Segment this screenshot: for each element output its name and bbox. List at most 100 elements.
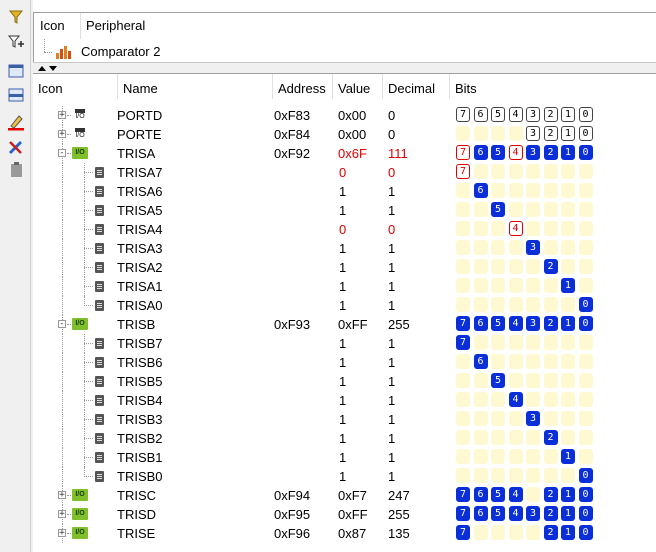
- bit-4-indicator[interactable]: [508, 259, 523, 274]
- bit-5-indicator[interactable]: 5: [491, 202, 505, 217]
- bit-7-indicator[interactable]: [456, 202, 470, 217]
- bit-5-indicator[interactable]: [491, 240, 505, 255]
- bit-2-indicator[interactable]: [543, 240, 558, 255]
- filter-add-icon[interactable]: [7, 34, 25, 52]
- bit-2-indicator[interactable]: 2: [543, 126, 558, 141]
- bit-2-indicator[interactable]: [543, 183, 558, 198]
- bit-4-indicator[interactable]: 4: [508, 316, 523, 331]
- bit-2-indicator[interactable]: 2: [543, 107, 558, 122]
- bit-4-indicator[interactable]: 4: [508, 221, 523, 236]
- bit-3-indicator[interactable]: 3: [526, 411, 540, 426]
- bit-row[interactable]: TRISA4 0 0 4: [33, 220, 656, 239]
- bit-5-indicator[interactable]: [491, 164, 505, 179]
- bit-0-indicator[interactable]: 0: [578, 487, 593, 502]
- bit-5-indicator[interactable]: [491, 354, 505, 369]
- bit-row[interactable]: TRISB3 1 1 3: [33, 410, 656, 429]
- bit-0-indicator[interactable]: [578, 335, 593, 350]
- bit-6-indicator[interactable]: [473, 164, 488, 179]
- bit-7-indicator[interactable]: [456, 430, 470, 445]
- bit-1-indicator[interactable]: [561, 354, 575, 369]
- bit-1-indicator[interactable]: [561, 373, 575, 388]
- bit-0-indicator[interactable]: 0: [578, 297, 593, 312]
- bit-7-indicator[interactable]: [456, 259, 470, 274]
- bit-6-indicator[interactable]: [473, 240, 488, 255]
- bit-1-indicator[interactable]: [561, 430, 575, 445]
- bit-7-indicator[interactable]: 7: [456, 525, 470, 540]
- bit-5-indicator[interactable]: [491, 335, 505, 350]
- bit-row[interactable]: TRISA0 1 1 0: [33, 296, 656, 315]
- bit-5-indicator[interactable]: [491, 392, 505, 407]
- bit-3-indicator[interactable]: [526, 297, 540, 312]
- bit-6-indicator[interactable]: 6: [473, 316, 488, 331]
- bit-2-indicator[interactable]: [543, 164, 558, 179]
- bit-5-indicator[interactable]: [491, 278, 505, 293]
- bit-row[interactable]: TRISB7 1 1 7: [33, 334, 656, 353]
- bit-2-indicator[interactable]: 2: [543, 259, 558, 274]
- col-header-icon[interactable]: Icon: [38, 81, 63, 96]
- bit-3-indicator[interactable]: [526, 354, 540, 369]
- bit-3-indicator[interactable]: [526, 259, 540, 274]
- bit-2-indicator[interactable]: 2: [543, 487, 558, 502]
- bit-row[interactable]: TRISB5 1 1 5: [33, 372, 656, 391]
- bit-6-indicator[interactable]: [473, 126, 488, 141]
- bit-row[interactable]: TRISA6 1 1 6: [33, 182, 656, 201]
- bit-4-indicator[interactable]: [508, 202, 523, 217]
- window-icon[interactable]: [7, 62, 25, 80]
- bit-7-indicator[interactable]: 7: [456, 145, 470, 160]
- bit-2-indicator[interactable]: [543, 297, 558, 312]
- bit-3-indicator[interactable]: 3: [526, 107, 540, 122]
- bit-row[interactable]: TRISB4 1 1 4: [33, 391, 656, 410]
- bit-1-indicator[interactable]: 1: [561, 278, 575, 293]
- bit-0-indicator[interactable]: 0: [578, 468, 593, 483]
- bit-6-indicator[interactable]: [473, 392, 488, 407]
- col-header-bits[interactable]: Bits: [449, 74, 656, 100]
- bit-4-indicator[interactable]: [508, 126, 523, 141]
- bit-0-indicator[interactable]: [578, 259, 593, 274]
- bit-6-indicator[interactable]: [473, 449, 488, 464]
- bit-7-indicator[interactable]: [456, 183, 470, 198]
- bit-1-indicator[interactable]: 1: [561, 525, 575, 540]
- bit-5-indicator[interactable]: [491, 411, 505, 426]
- bit-5-indicator[interactable]: [491, 126, 505, 141]
- bit-row[interactable]: TRISA2 1 1 2: [33, 258, 656, 277]
- bit-1-indicator[interactable]: [561, 164, 575, 179]
- bit-4-indicator[interactable]: [508, 373, 523, 388]
- bit-3-indicator[interactable]: [526, 164, 540, 179]
- bit-3-indicator[interactable]: [526, 487, 540, 502]
- bit-1-indicator[interactable]: 1: [561, 506, 575, 521]
- bit-5-indicator[interactable]: 5: [491, 487, 505, 502]
- register-row[interactable]: + I/O TRISE 0xF96 0x87 135 7 2 1 0: [33, 524, 656, 543]
- bit-4-indicator[interactable]: [508, 278, 523, 293]
- bit-1-indicator[interactable]: [561, 240, 575, 255]
- bit-2-indicator[interactable]: [543, 373, 558, 388]
- bit-0-indicator[interactable]: [578, 221, 593, 236]
- bit-2-indicator[interactable]: 2: [543, 506, 558, 521]
- bit-1-indicator[interactable]: [561, 392, 575, 407]
- bit-3-indicator[interactable]: [526, 202, 540, 217]
- bit-0-indicator[interactable]: [578, 449, 593, 464]
- col-header-name[interactable]: Name: [117, 74, 272, 100]
- bit-2-indicator[interactable]: [543, 392, 558, 407]
- bit-6-indicator[interactable]: [473, 221, 488, 236]
- bit-row[interactable]: TRISB1 1 1 1: [33, 448, 656, 467]
- bit-4-indicator[interactable]: 4: [508, 506, 523, 521]
- bit-7-indicator[interactable]: 7: [456, 316, 470, 331]
- bit-row[interactable]: TRISA1 1 1 1: [33, 277, 656, 296]
- bit-4-indicator[interactable]: [508, 430, 523, 445]
- bit-3-indicator[interactable]: [526, 392, 540, 407]
- register-row[interactable]: + I/O TRISD 0xF95 0xFF 255 7 6 5 4 3 2 1 0: [33, 505, 656, 524]
- edit-pencil-icon[interactable]: [7, 113, 25, 131]
- bit-4-indicator[interactable]: [508, 449, 523, 464]
- bit-5-indicator[interactable]: [491, 430, 505, 445]
- bit-5-indicator[interactable]: [491, 221, 505, 236]
- bit-1-indicator[interactable]: [561, 183, 575, 198]
- collapse-icon[interactable]: -: [58, 319, 66, 329]
- bit-2-indicator[interactable]: 2: [543, 316, 558, 331]
- bit-3-indicator[interactable]: [526, 449, 540, 464]
- bit-1-indicator[interactable]: [561, 221, 575, 236]
- bit-3-indicator[interactable]: 3: [526, 240, 540, 255]
- bit-6-indicator[interactable]: [473, 430, 488, 445]
- bit-2-indicator[interactable]: [543, 468, 558, 483]
- filter-icon[interactable]: [7, 8, 25, 26]
- bit-1-indicator[interactable]: 1: [561, 316, 575, 331]
